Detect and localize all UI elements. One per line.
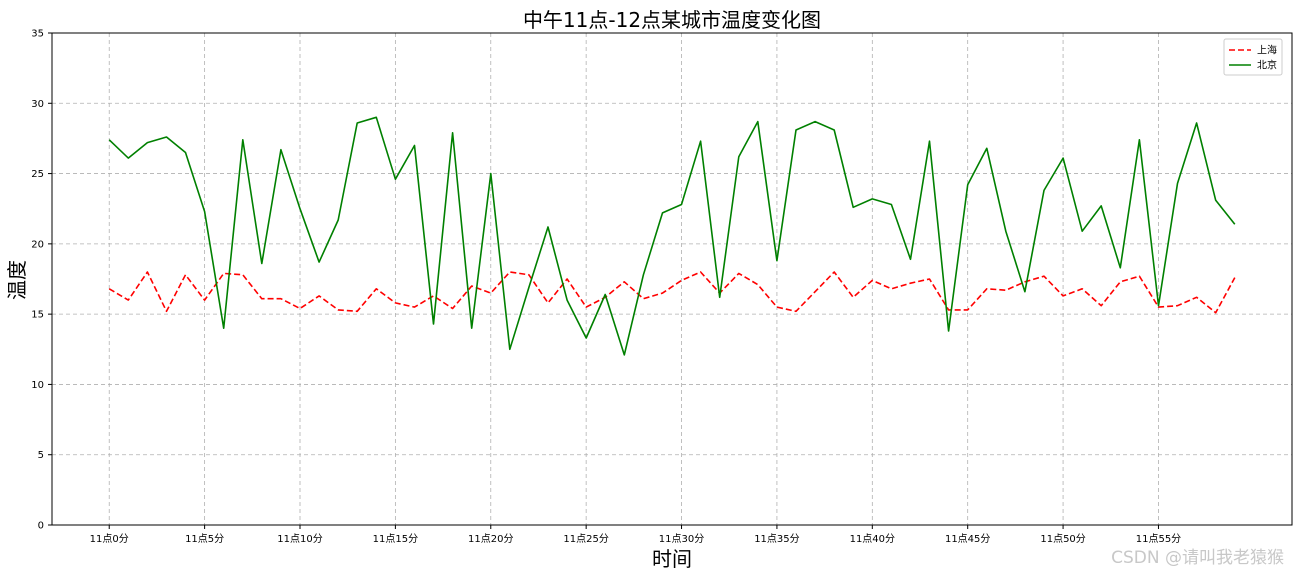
x-tick-label: 11点15分: [373, 533, 418, 545]
x-tick-label: 11点20分: [468, 533, 513, 545]
series-line-0: [108, 271, 1236, 314]
x-tick-label: 11点55分: [1136, 533, 1181, 545]
series-lines: [108, 116, 1236, 356]
series-line-1: [108, 116, 1236, 356]
y-tick-label: 30: [31, 99, 44, 110]
legend-label: 上海: [1257, 44, 1277, 57]
y-axis-ticks: 0 5 10 15 20 25 30 35: [31, 29, 52, 532]
x-tick-label: 11点50分: [1040, 533, 1085, 545]
y-tick-label: 25: [31, 169, 44, 180]
y-axis-label: 温度: [5, 260, 29, 300]
x-tick-label: 11点0分: [90, 533, 129, 545]
x-tick-label: 11点35分: [754, 533, 799, 545]
x-tick-label: 11点25分: [563, 533, 608, 545]
x-tick-label: 11点30分: [659, 533, 704, 545]
y-tick-label: 10: [31, 380, 44, 391]
watermark: CSDN @请叫我老猿猴: [1111, 548, 1284, 568]
x-axis-label: 时间: [652, 547, 692, 571]
x-tick-label: 11点5分: [185, 533, 224, 545]
chart-title: 中午11点-12点某城市温度变化图: [523, 8, 821, 32]
y-tick-label: 5: [38, 450, 44, 461]
y-tick-label: 35: [31, 29, 44, 40]
legend-box: [1223, 38, 1283, 76]
x-axis-ticks: 11点0分 11点5分 11点10分 11点15分 11点20分 11点25分 11点30分…: [90, 525, 1181, 545]
plot-frame: [51, 32, 1293, 526]
y-tick-label: 20: [31, 239, 44, 250]
y-tick-label: 0: [38, 521, 44, 532]
y-tick-label: 15: [31, 310, 44, 321]
x-tick-label: 11点40分: [850, 533, 895, 545]
x-tick-label: 11点10分: [277, 533, 322, 545]
legend-label: 北京: [1257, 59, 1277, 72]
x-tick-label: 11点45分: [945, 533, 990, 545]
